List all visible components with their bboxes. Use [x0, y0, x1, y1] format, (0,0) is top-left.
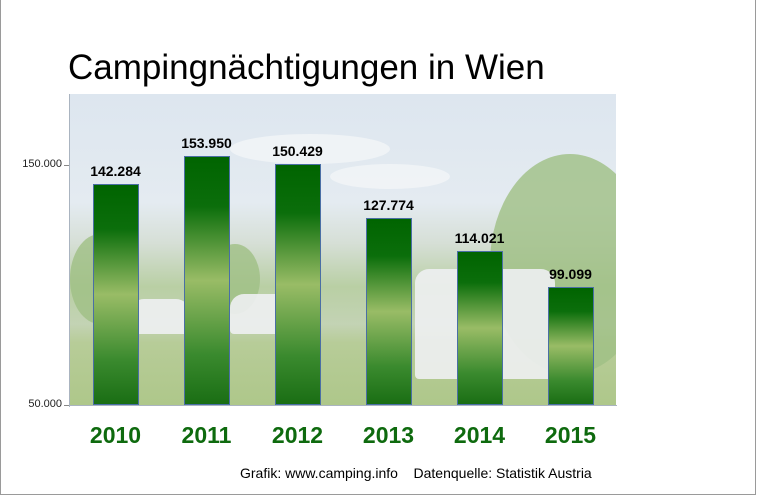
bar-2013: [365, 218, 412, 405]
bar-2012: [274, 163, 321, 405]
x-tick-label-2014: 2014: [453, 422, 506, 448]
bar-2011: [183, 155, 230, 405]
x-tick-label-2013: 2013: [362, 422, 415, 448]
data-label-2015: 99.099: [549, 266, 592, 283]
x-tick-label-2010: 2010: [89, 422, 142, 448]
data-label-2014: 114.021: [454, 230, 505, 247]
y-tick: [64, 405, 69, 406]
data-source-text: Datenquelle: Statistik Austria: [413, 465, 592, 481]
y-tick-label: 50.000: [28, 398, 62, 410]
plot-background-photo: [70, 94, 616, 405]
bar-2015: [547, 287, 594, 405]
y-tick: [64, 165, 69, 166]
bar-2010: [92, 183, 139, 405]
y-tick-label: 150.000: [22, 158, 62, 170]
x-tick-label-2012: 2012: [271, 422, 324, 448]
x-tick-label-2011: 2011: [181, 422, 232, 448]
x-tick-label-2015: 2015: [544, 422, 597, 448]
y-axis: [69, 94, 70, 407]
data-label-2011: 153.950: [181, 134, 232, 151]
data-label-2010: 142.284: [90, 162, 141, 179]
credit-text: Grafik: www.camping.info: [240, 465, 398, 481]
bar-2014: [456, 251, 503, 405]
data-label-2013: 127.774: [363, 197, 414, 214]
x-axis: [69, 405, 617, 406]
footer-source: Grafik: www.camping.info Datenquelle: St…: [240, 465, 592, 481]
data-label-2012: 150.429: [272, 142, 323, 159]
chart-title: Campingnächtigungen in Wien: [68, 48, 545, 87]
